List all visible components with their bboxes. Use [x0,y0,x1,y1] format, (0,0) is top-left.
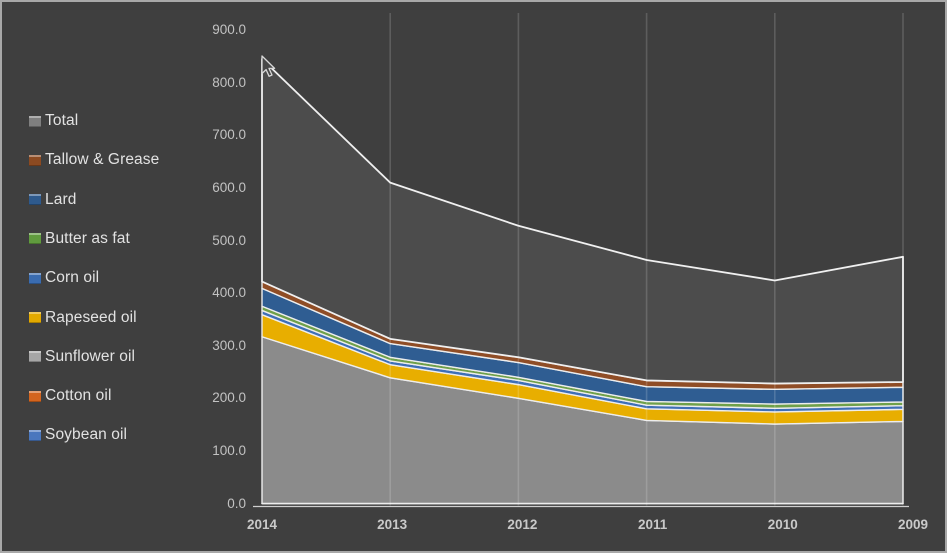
legend-item-corn-oil[interactable]: Corn oil [29,269,99,287]
chart-legend: Total Tallow & Grease Lard Butter as fat Cor… [0,0,190,553]
legend-item-butter-as-fat[interactable]: Butter as fat [29,230,130,248]
series-area-total[interactable] [261,58,904,385]
y-tick-label: 100.0 [212,442,246,458]
y-tick-label: 200.0 [212,390,246,406]
y-tick-label: 500.0 [212,232,246,248]
legend-swatch-soybean-oil [29,429,41,441]
legend-swatch-total [29,115,41,127]
legend-label: Rapeseed oil [45,308,137,326]
y-tick-label: 900.0 [212,22,246,38]
legend-label: Lard [45,190,77,208]
legend-swatch-corn-oil [29,272,41,284]
legend-label: Tallow & Grease [45,151,160,169]
x-tick-label-2014: 2014 [246,517,278,532]
legend-label: Butter as fat [45,229,130,247]
x-tick-label-2009: 2009 [897,517,929,532]
y-tick-label: 600.0 [212,179,246,195]
legend-label: Cotton oil [45,387,112,405]
legend-item-cotton-oil[interactable]: Cotton oil [29,387,111,405]
legend-swatch-tallow-grease [29,154,41,166]
legend-swatch-butter-as-fat [29,233,41,245]
x-tick-label-2012: 2012 [507,517,538,532]
legend-label: Soybean oil [45,426,128,444]
legend-item-rapeseed-oil[interactable]: Rapeseed oil [29,309,137,327]
y-tick-label: 800.0 [212,74,246,90]
y-tick-label: 400.0 [212,285,246,301]
legend-swatch-lard [29,194,41,206]
legend-item-tallow-grease[interactable]: Tallow & Grease [29,151,159,169]
legend-swatch-cotton-oil [29,390,41,402]
y-tick-label: 300.0 [212,337,246,353]
legend-swatch-rapeseed-oil [29,312,41,323]
legend-label: Total [45,112,79,129]
legend-item-lard[interactable]: Lard [29,191,76,209]
y-tick-label: 700.0 [212,127,246,143]
y-tick-label: 0.0 [227,495,246,511]
x-tick-label-2013: 2013 [377,517,408,532]
legend-label: Sunflower oil [45,347,136,365]
x-tick-label-2011: 2011 [637,517,668,532]
legend-label: Corn oil [45,269,100,287]
x-tick-label-2010: 2010 [767,517,798,532]
legend-item-sunflower-oil[interactable]: Sunflower oil [29,348,135,366]
legend-item-soybean-oil[interactable]: Soybean oil [29,426,127,444]
legend-swatch-sunflower-oil [29,351,41,363]
legend-item-total[interactable]: Total [29,112,78,130]
